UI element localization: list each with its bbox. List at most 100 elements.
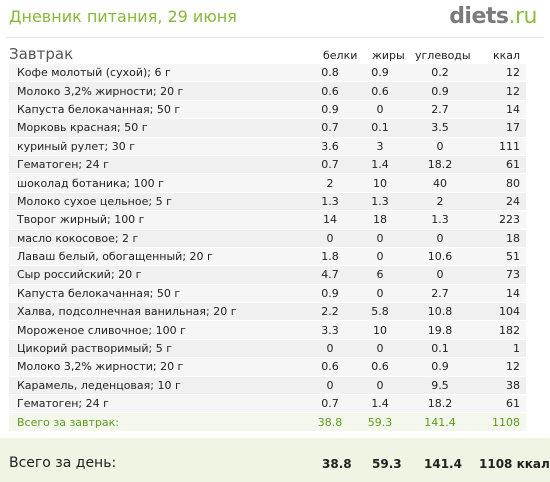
food-fat: 1.4 bbox=[355, 155, 405, 175]
food-protein: 0 bbox=[305, 229, 355, 248]
food-row: Сыр российский; 20 г 4.7 6 0 73 bbox=[9, 265, 526, 285]
food-protein: 14 bbox=[305, 210, 355, 230]
food-carbs: 18.2 bbox=[405, 155, 475, 175]
food-row: Гематоген; 24 г 0.7 1.4 18.2 61 bbox=[9, 394, 526, 414]
food-row: Кофе молотый (сухой); 6 г 0.8 0.9 0.2 12 bbox=[9, 64, 526, 83]
food-protein: 0.9 bbox=[305, 100, 355, 120]
day-total-label: Всего за день: bbox=[9, 455, 117, 471]
food-carbs: 10.8 bbox=[405, 302, 475, 322]
food-name: Капуста белокачанная; 50 г bbox=[9, 284, 305, 304]
meal-total-fat: 59.3 bbox=[355, 412, 405, 432]
food-fat: 6 bbox=[355, 265, 405, 285]
food-kcal: 1 bbox=[475, 339, 526, 359]
food-fat: 0 bbox=[355, 339, 405, 359]
food-row: Капуста белокачанная; 50 г 0.9 0 2.7 14 bbox=[9, 284, 526, 304]
food-carbs: 3.5 bbox=[405, 118, 475, 138]
food-kcal: 223 bbox=[475, 210, 526, 230]
food-kcal: 182 bbox=[475, 320, 526, 340]
food-carbs: 0.1 bbox=[405, 339, 475, 359]
food-fat: 10 bbox=[355, 173, 405, 193]
food-protein: 3.6 bbox=[305, 137, 355, 156]
food-kcal: 17 bbox=[475, 118, 526, 138]
meal-total-carbs: 141.4 bbox=[405, 412, 475, 432]
food-protein: 0.9 bbox=[305, 284, 355, 304]
food-fat: 0 bbox=[355, 229, 405, 248]
site-logo[interactable]: diets.ru bbox=[449, 4, 537, 29]
food-carbs: 0.9 bbox=[405, 357, 475, 377]
header-divider bbox=[6, 37, 544, 38]
food-fat: 5.8 bbox=[355, 302, 405, 322]
meal-items-table: Кофе молотый (сухой); 6 г 0.8 0.9 0.2 12 Моло… bbox=[9, 64, 526, 432]
food-kcal: 61 bbox=[475, 394, 526, 414]
food-kcal: 12 bbox=[475, 357, 526, 377]
food-row: Молоко сухое цельное; 5 г 1.3 1.3 2 24 bbox=[9, 192, 526, 212]
food-fat: 1.3 bbox=[355, 192, 405, 212]
meal-total-protein: 38.8 bbox=[305, 412, 355, 432]
food-kcal: 51 bbox=[475, 247, 526, 267]
food-kcal: 18 bbox=[475, 229, 526, 248]
food-carbs: 19.8 bbox=[405, 320, 475, 340]
food-name: Молоко сухое цельное; 5 г bbox=[9, 192, 305, 212]
food-fat: 18 bbox=[355, 210, 405, 230]
food-fat: 0.9 bbox=[355, 64, 405, 83]
food-name: Цикорий растворимый; 5 г bbox=[9, 339, 305, 359]
food-name: Гематоген; 24 г bbox=[9, 394, 305, 414]
day-total-fat: 59.3 bbox=[372, 457, 402, 471]
day-total-carbs: 141.4 bbox=[424, 457, 462, 471]
food-kcal: 14 bbox=[475, 100, 526, 120]
food-protein: 0.6 bbox=[305, 357, 355, 377]
food-fat: 0.1 bbox=[355, 118, 405, 138]
food-protein: 2 bbox=[305, 173, 355, 193]
food-name: Мороженое сливочное; 100 г bbox=[9, 320, 305, 340]
food-carbs: 2 bbox=[405, 192, 475, 212]
food-name: масло кокосовое; 2 г bbox=[9, 229, 305, 248]
food-row: Молоко 3,2% жирности; 20 г 0.6 0.6 0.9 12 bbox=[9, 81, 526, 101]
food-carbs: 1.3 bbox=[405, 210, 475, 230]
food-carbs: 0 bbox=[405, 137, 475, 156]
food-row: шоколад ботаника; 100 г 2 10 40 80 bbox=[9, 173, 526, 193]
food-carbs: 2.7 bbox=[405, 284, 475, 304]
meal-total-kcal: 1108 bbox=[475, 412, 526, 432]
day-total-kcal: 1108 ккал bbox=[479, 457, 550, 471]
food-kcal: 73 bbox=[475, 265, 526, 285]
food-row: Карамель, леденцовая; 10 г 0 0 9.5 38 bbox=[9, 376, 526, 396]
logo-suffix: .ru bbox=[508, 4, 538, 29]
food-carbs: 40 bbox=[405, 173, 475, 193]
food-protein: 0 bbox=[305, 376, 355, 396]
food-fat: 3 bbox=[355, 137, 405, 156]
food-fat: 0.6 bbox=[355, 357, 405, 377]
food-protein: 2.2 bbox=[305, 302, 355, 322]
food-row: Халва, подсолнечная ванильная; 20 г 2.2 5.… bbox=[9, 302, 526, 322]
food-fat: 10 bbox=[355, 320, 405, 340]
food-kcal: 12 bbox=[475, 64, 526, 83]
food-protein: 3.3 bbox=[305, 320, 355, 340]
food-carbs: 0.2 bbox=[405, 64, 475, 83]
food-carbs: 0.9 bbox=[405, 81, 475, 101]
food-name: шоколад ботаника; 100 г bbox=[9, 173, 305, 193]
food-fat: 0.6 bbox=[355, 81, 405, 101]
food-protein: 0.7 bbox=[305, 155, 355, 175]
food-name: Карамель, леденцовая; 10 г bbox=[9, 376, 305, 396]
food-kcal: 61 bbox=[475, 155, 526, 175]
food-fat: 0 bbox=[355, 284, 405, 304]
food-row: куриный рулет; 30 г 3.6 3 0 111 bbox=[9, 137, 526, 156]
food-kcal: 14 bbox=[475, 284, 526, 304]
food-name: Молоко 3,2% жирности; 20 г bbox=[9, 81, 305, 101]
food-row: Лаваш белый, обогащенный; 20 г 1.8 0 10.6 51 bbox=[9, 247, 526, 267]
food-protein: 1.8 bbox=[305, 247, 355, 267]
meal-title: Завтрак bbox=[9, 45, 74, 63]
day-total-bar: Всего за день: 38.8 59.3 141.4 1108 ккал bbox=[0, 438, 550, 482]
food-protein: 0.7 bbox=[305, 118, 355, 138]
logo-main: diets bbox=[449, 4, 509, 29]
food-row: масло кокосовое; 2 г 0 0 0 18 bbox=[9, 229, 526, 248]
food-name: куриный рулет; 30 г bbox=[9, 137, 305, 156]
column-header-fat: жиры bbox=[372, 49, 405, 62]
food-row: Морковь красная; 50 г 0.7 0.1 3.5 17 bbox=[9, 118, 526, 138]
meal-total-label: Всего за завтрак: bbox=[9, 412, 305, 432]
food-row: Гематоген; 24 г 0.7 1.4 18.2 61 bbox=[9, 155, 526, 175]
food-fat: 0 bbox=[355, 376, 405, 396]
food-carbs: 0 bbox=[405, 265, 475, 285]
food-row: Цикорий растворимый; 5 г 0 0 0.1 1 bbox=[9, 339, 526, 359]
food-kcal: 80 bbox=[475, 173, 526, 193]
food-kcal: 24 bbox=[475, 192, 526, 212]
